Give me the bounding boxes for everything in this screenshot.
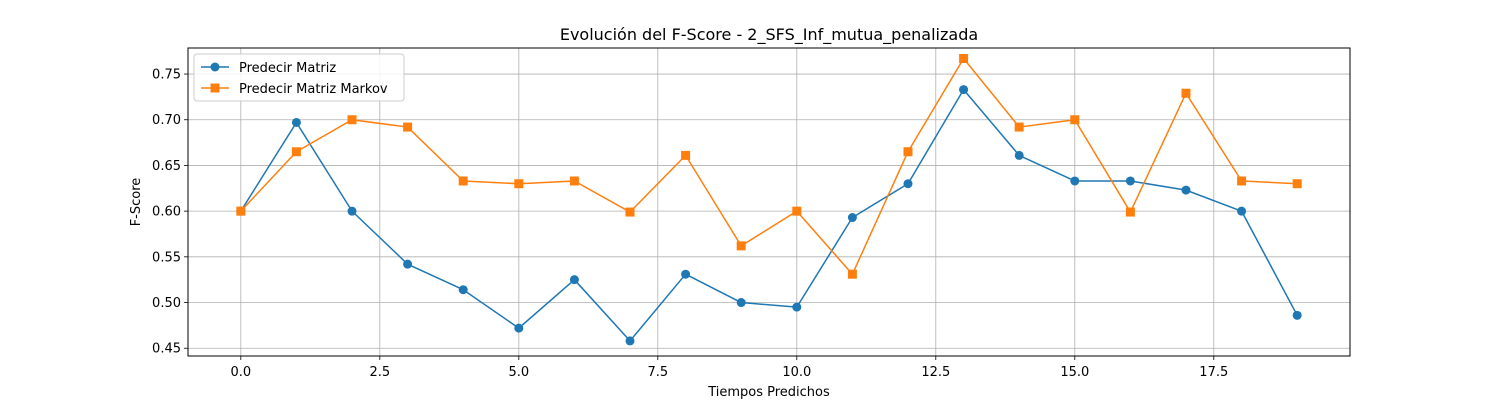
x-tick-label: 5.0 [508,365,529,380]
series-predecir-matriz-markov [236,54,1302,279]
y-tick-label: 0.70 [152,113,181,128]
data-point-predecir-matriz [1292,310,1302,320]
series-line-predecir-matriz [240,88,1298,342]
data-point-predecir-matriz [681,269,691,279]
x-tick-label: 2.5 [369,365,390,380]
y-tick-label: 0.55 [152,250,181,265]
y-axis-label: F-Score [129,178,144,227]
data-point-predecir-matriz-markov [681,150,691,160]
data-point-predecir-matriz [1125,176,1135,186]
data-point-predecir-matriz-markov [847,269,857,279]
grid-lines [188,48,1350,356]
data-point-predecir-matriz [1181,185,1191,195]
y-tick-label: 0.65 [152,159,181,174]
data-point-predecir-matriz [1014,150,1024,160]
x-tick-label: 12.5 [921,365,950,380]
x-tick-label: 7.5 [647,365,668,380]
series-predecir-matriz [236,85,1302,346]
data-point-predecir-matriz-markov [792,206,802,216]
series-layer [236,54,1302,346]
legend-marker-predecir-matriz [210,62,220,72]
axis-ticks: 0.0 2.5 5.0 7.5 10.0 12.5 15.0 17.5 0.45 0.50 0.55… [152,68,1228,380]
data-point-predecir-matriz [1070,176,1080,186]
y-tick-label: 0.75 [152,68,181,83]
y-tick-label: 0.60 [152,205,181,220]
data-point-predecir-matriz-markov [1070,115,1080,125]
x-axis-label: Tiempos Predichos [707,385,830,400]
data-point-predecir-matriz [1237,206,1247,216]
chart-title: Evolución del F-Score - 2_SFS_Inf_mutua_… [560,25,978,45]
data-point-predecir-matriz-markov [625,207,635,217]
y-tick-label: 0.50 [152,296,181,311]
data-point-predecir-matriz-markov [736,241,746,251]
legend-marker-predecir-matriz-markov [210,83,220,93]
x-tick-label: 0.0 [230,365,251,380]
data-point-predecir-matriz-markov [403,122,413,132]
data-point-predecir-matriz [903,179,913,189]
data-point-predecir-matriz [792,302,802,312]
data-point-predecir-matriz-markov [236,206,246,216]
x-tick-label: 17.5 [1199,365,1228,380]
legend-box [193,53,405,102]
data-point-predecir-matriz [514,323,524,333]
data-point-predecir-matriz-markov [1181,88,1191,98]
data-point-predecir-matriz [847,213,857,223]
data-point-predecir-matriz [569,275,579,285]
y-tick-label: 0.45 [152,342,181,357]
data-point-predecir-matriz [458,285,468,295]
data-point-predecir-matriz [403,259,413,269]
data-point-predecir-matriz-markov [458,176,468,186]
plot-frame [187,47,1351,357]
data-point-predecir-matriz [625,336,635,346]
data-point-predecir-matriz-markov [1125,207,1135,217]
data-point-predecir-matriz-markov [569,176,579,186]
legend-label-predecir-matriz: Predecir Matriz [239,61,336,76]
data-point-predecir-matriz [347,206,357,216]
data-point-predecir-matriz [959,85,969,95]
x-tick-label: 10.0 [782,365,811,380]
data-point-predecir-matriz-markov [347,115,357,125]
data-point-predecir-matriz [736,298,746,308]
data-point-predecir-matriz-markov [514,179,524,189]
data-point-predecir-matriz [291,117,301,127]
data-point-predecir-matriz-markov [291,147,301,157]
data-point-predecir-matriz-markov [1014,122,1024,132]
data-point-predecir-matriz-markov [903,147,913,157]
x-tick-label: 15.0 [1060,365,1089,380]
data-point-predecir-matriz-markov [1292,179,1302,189]
data-point-predecir-matriz-markov [959,54,969,64]
legend-label-predecir-matriz-markov: Predecir Matriz Markov [239,82,388,97]
data-point-predecir-matriz-markov [1237,176,1247,186]
series-line-predecir-matriz-markov [240,57,1298,275]
legend: Predecir Matriz Predecir Matriz Markov [193,53,405,102]
